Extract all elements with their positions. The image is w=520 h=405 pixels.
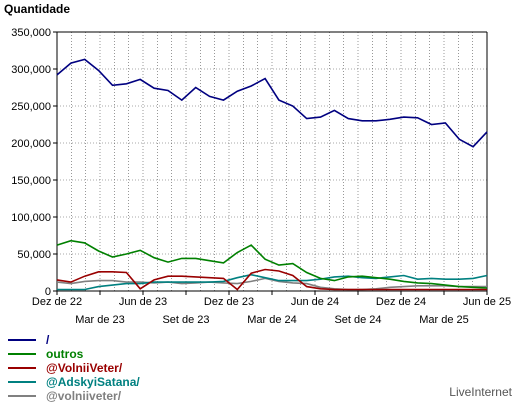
x-tick-label: Dez de 22 — [32, 296, 82, 308]
legend-label: @AdskyiSatana/ — [46, 375, 140, 389]
legend-item: @volniiveter/ — [8, 389, 140, 403]
x-tick-label: Mar de 25 — [419, 314, 469, 326]
x-tick-label: Dez de 24 — [376, 296, 426, 308]
legend-swatch — [8, 395, 36, 397]
legend-label: outros — [46, 347, 84, 361]
legend-item: / — [8, 333, 140, 347]
x-tick-label: Dez de 23 — [204, 296, 254, 308]
legend-swatch — [8, 367, 36, 369]
y-axis-label: Quantidade — [4, 2, 71, 16]
x-tick-label: Jun de 25 — [463, 296, 511, 308]
legend-swatch — [8, 381, 36, 383]
y-tick-label: 250,000 — [11, 101, 51, 113]
x-tick-label: Set de 24 — [334, 314, 381, 326]
x-tick-label: Jun de 24 — [291, 296, 339, 308]
y-tick-label: 50,000 — [17, 249, 51, 261]
legend-item: @VolniiVeter/ — [8, 361, 140, 375]
legend-item: outros — [8, 347, 140, 361]
legend-label: / — [46, 333, 50, 347]
legend-label: @VolniiVeter/ — [46, 361, 123, 375]
legend: / outros @VolniiVeter/@AdskyiSatana/@volni… — [8, 333, 140, 403]
legend-label: @volniiveter/ — [46, 389, 122, 403]
legend-swatch — [8, 353, 36, 355]
series-line--adskyisatana- — [57, 273, 488, 291]
x-tick-label: Mar de 24 — [247, 314, 297, 326]
series-line--volniiveter- — [56, 268, 487, 291]
series-line-- — [56, 58, 488, 148]
y-tick-label: 0 — [45, 286, 51, 298]
y-tick-label: 300,000 — [11, 64, 51, 76]
credit-label: LiveInternet — [449, 385, 512, 399]
series-line-outros — [56, 239, 488, 289]
x-tick-label: Jun de 23 — [119, 296, 167, 308]
y-tick-label: 350,000 — [11, 27, 51, 39]
x-tick-label: Mar de 23 — [75, 314, 125, 326]
y-tick-label: 100,000 — [11, 212, 51, 224]
legend-swatch — [8, 339, 36, 341]
y-tick-label: 200,000 — [11, 138, 51, 150]
x-tick-label: Set de 23 — [162, 314, 209, 326]
y-tick-label: 150,000 — [11, 175, 51, 187]
legend-item: @AdskyiSatana/ — [8, 375, 140, 389]
